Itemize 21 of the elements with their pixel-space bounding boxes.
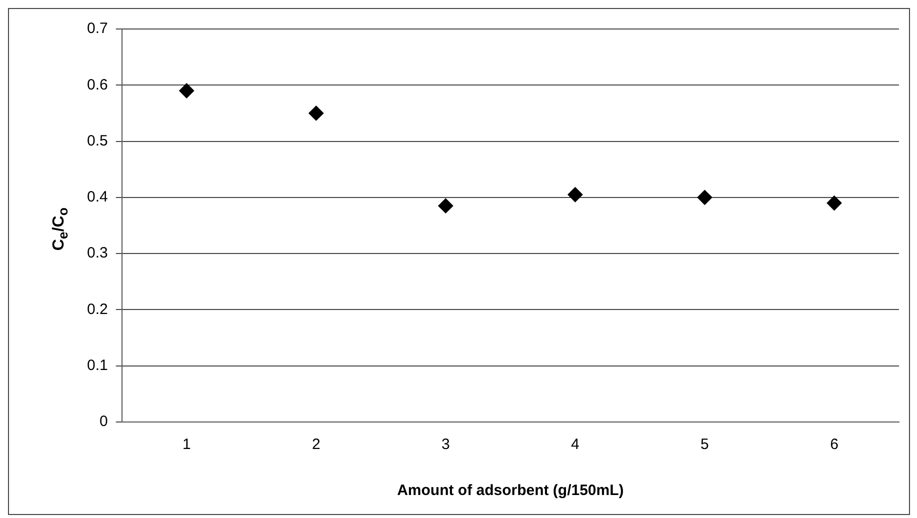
- y-tick-label: 0.6: [86, 76, 108, 94]
- x-tick-label: 6: [830, 436, 838, 454]
- x-tick-label: 2: [312, 436, 320, 454]
- x-tick-label: 5: [700, 436, 709, 454]
- y-tick-label: 0.3: [86, 244, 108, 262]
- x-tick-label: 1: [182, 436, 191, 454]
- x-tick-label: 3: [441, 436, 450, 454]
- y-tick-label: 0: [100, 413, 108, 430]
- y-tick-label: 0.7: [86, 20, 108, 38]
- point: [568, 187, 583, 202]
- y-tick-label: 0.4: [86, 188, 108, 206]
- point: [179, 83, 194, 98]
- point: [308, 106, 324, 121]
- x-tick-label: 4: [571, 436, 580, 454]
- point: [826, 196, 842, 211]
- point: [438, 198, 454, 214]
- y-tick-label: 0.1: [86, 357, 108, 374]
- point: [697, 190, 712, 205]
- y-tick-label: 0.2: [86, 300, 108, 318]
- x-axis-title: Amount of adsorbent (g/150mL): [397, 482, 624, 500]
- y-tick-label: 0.5: [86, 132, 108, 150]
